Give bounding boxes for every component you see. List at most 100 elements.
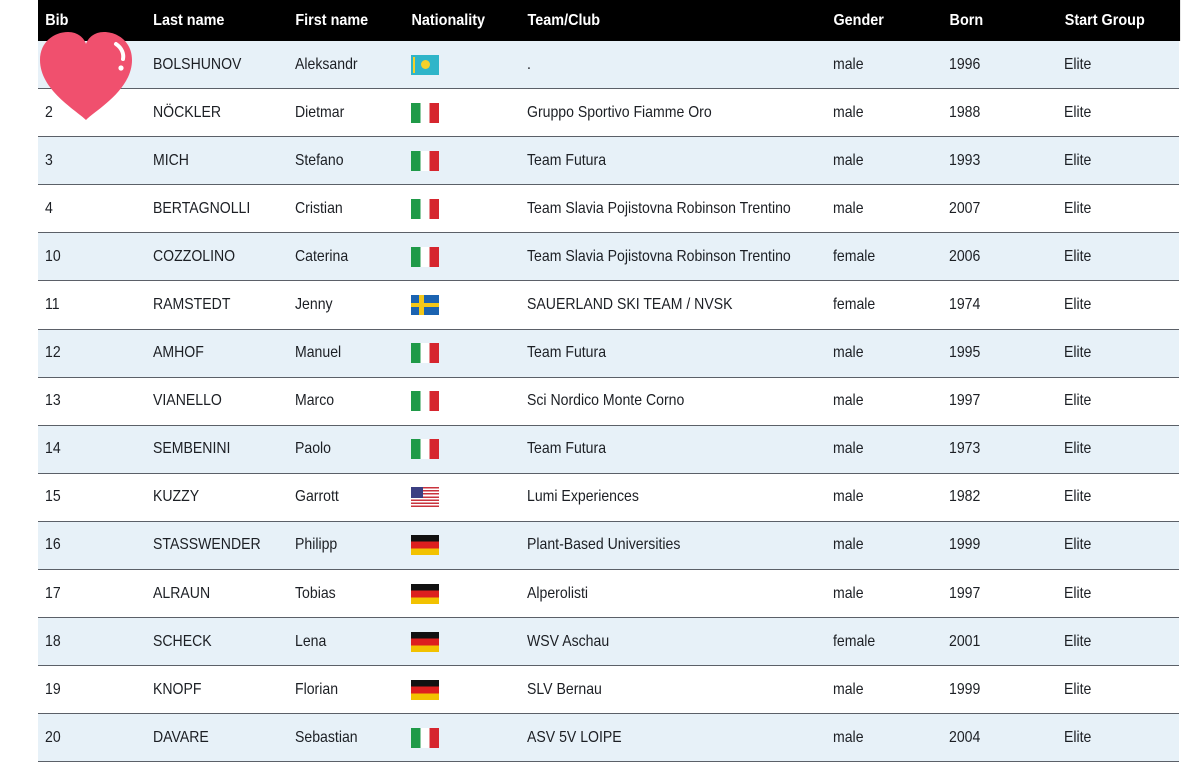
cell-born: 2004 — [949, 729, 1064, 747]
table-row[interactable]: 4 BERTAGNOLLI Cristian Team Slavia Pojistov… — [38, 185, 1179, 234]
table-row[interactable]: BOLSHUNOV Aleksandr. male 1996 Elite — [38, 41, 1179, 90]
table-row[interactable]: 20 DAVARE Sebastian ASV 5V LOIPE male 2004 Eli… — [38, 714, 1179, 762]
cell-start-group: Elite — [1064, 536, 1179, 554]
cell-nationality — [411, 631, 527, 652]
cell-nationality — [411, 583, 527, 604]
cell-gender-text: male — [833, 440, 864, 458]
table-row[interactable]: 15 KUZZY Garrott Lumi Experiences male 1982 El… — [38, 473, 1179, 522]
cell-nationality — [411, 535, 527, 556]
cell-born: 1982 — [949, 488, 1064, 506]
flag-de-icon — [411, 535, 439, 556]
cell-born-text: 1982 — [949, 488, 981, 506]
table-row[interactable]: 16 STASSWENDER Philipp Plant-Based Universi… — [38, 521, 1179, 571]
cell-start-group-text: Elite — [1064, 247, 1092, 265]
header-start-group[interactable]: Start Group — [1064, 11, 1145, 29]
cell-start-group: Elite — [1064, 585, 1179, 603]
cell-last-name-text: BOLSHUNOV — [153, 55, 242, 73]
cell-last-name-text: COZZOLINO — [153, 247, 236, 265]
table-row[interactable]: 18 SCHECK Lena WSV Aschau female 2001 Elite — [38, 618, 1179, 667]
cell-last-name: ALRAUN — [153, 585, 295, 603]
cell-bib-text: 17 — [45, 584, 61, 602]
cell-first-name-text: Florian — [295, 680, 339, 698]
header-nationality[interactable]: Nationality — [411, 11, 486, 29]
table-row[interactable]: 12 AMHOF Manuel Team Futura male 1995 Elite — [38, 329, 1179, 378]
cell-born-text: 1995 — [949, 344, 981, 362]
cell-first-name: Sebastian — [295, 729, 411, 747]
cell-team-club-text: Team Slavia Pojistovna Robinson Trentino — [527, 247, 791, 265]
cell-team-club-text: Alperolisti — [527, 584, 589, 602]
header-first-name[interactable]: First name — [295, 11, 369, 29]
cell-gender-text: male — [833, 488, 864, 506]
cell-born-text: 1997 — [949, 584, 981, 602]
table-row[interactable]: 3 MICH Stefano Team Futura male 1993 Elite — [38, 137, 1179, 186]
cell-nationality — [411, 295, 527, 316]
cell-born-text: 1993 — [949, 151, 981, 169]
cell-nationality — [411, 246, 527, 267]
table-row[interactable]: 14 SEMBENINI Paolo Team Futura male 1973 Elite — [38, 425, 1179, 474]
header-born[interactable]: Born — [949, 11, 984, 29]
cell-team-club: WSV Aschau — [527, 633, 833, 651]
cell-bib-text: 14 — [45, 440, 61, 458]
cell-born-text: 2007 — [949, 199, 981, 217]
cell-team-club-text: Lumi Experiences — [527, 488, 639, 506]
cell-first-name: Stefano — [295, 152, 411, 170]
cell-nationality — [411, 150, 527, 171]
cell-first-name: Aleksandr — [295, 56, 411, 74]
cell-last-name-text: KNOPF — [153, 680, 202, 698]
cell-born-text: 1999 — [949, 536, 981, 554]
cell-born: 1999 — [949, 536, 1064, 554]
cell-nationality — [411, 102, 527, 123]
cell-team-club: Lumi Experiences — [527, 488, 833, 506]
cell-nationality — [411, 487, 527, 508]
cell-team-club-text: Sci Nordico Monte Corno — [527, 392, 685, 410]
flag-it-icon — [411, 343, 439, 364]
cell-last-name: COZZOLINO — [153, 248, 295, 266]
cell-gender: male — [833, 729, 949, 747]
table-row[interactable]: 13 VIANELLO Marco Sci Nordico Monte Corno ma… — [38, 377, 1179, 426]
cell-born: 1988 — [949, 104, 1064, 122]
cell-team-club-text: SLV Bernau — [527, 680, 602, 698]
cell-last-name: SEMBENINI — [153, 440, 295, 458]
cell-last-name-text: KUZZY — [153, 488, 200, 506]
cell-first-name: Garrott — [295, 488, 411, 506]
cell-last-name: STASSWENDER — [153, 536, 295, 554]
header-bib[interactable]: Bib — [45, 11, 69, 29]
cell-gender-text: male — [833, 728, 864, 746]
header-last-name[interactable]: Last name — [153, 11, 225, 29]
cell-last-name-text: AMHOF — [153, 344, 204, 362]
table-row[interactable]: 2 NÖCKLER Dietmar Gruppo Sportivo Fiamme Or… — [38, 89, 1179, 138]
cell-nationality — [411, 343, 527, 364]
cell-start-group: Elite — [1064, 152, 1179, 170]
cell-gender: male — [833, 392, 949, 410]
cell-start-group: Elite — [1064, 440, 1179, 458]
table-row[interactable]: 10 COZZOLINO Caterina Team Slavia Pojistovn… — [38, 233, 1179, 282]
cell-first-name-text: Paolo — [295, 440, 332, 458]
flag-it-icon — [411, 439, 439, 460]
cell-team-club: Team Futura — [527, 440, 833, 458]
table-row[interactable]: 17 ALRAUN Tobias Alperolisti male 1997 Elite — [38, 570, 1179, 619]
table-row[interactable]: 11 RAMSTEDT Jenny SAUERLAND SKI TEAM / NVSK… — [38, 281, 1179, 330]
cell-team-club-text: Gruppo Sportivo Fiamme Oro — [527, 103, 712, 121]
header-team-club[interactable]: Team/Club — [527, 11, 601, 29]
cell-gender: male — [833, 536, 949, 554]
cell-start-group-text: Elite — [1064, 392, 1092, 410]
cell-bib: 17 — [38, 585, 153, 603]
cell-last-name: VIANELLO — [153, 392, 295, 410]
heart-icon[interactable] — [36, 28, 136, 124]
cell-born: 1999 — [949, 681, 1064, 699]
cell-gender-text: male — [833, 392, 864, 410]
cell-gender-text: female — [833, 632, 876, 650]
cell-team-club: ASV 5V LOIPE — [527, 729, 833, 747]
header-gender[interactable]: Gender — [833, 11, 884, 29]
cell-born-text: 2004 — [949, 728, 981, 746]
cell-bib: 20 — [38, 729, 153, 747]
cell-gender-text: male — [833, 199, 864, 217]
table-row[interactable]: 19 KNOPF Florian SLV Bernau male 1999 Elite — [38, 666, 1179, 715]
cell-born-text: 1999 — [949, 680, 981, 698]
cell-start-group: Elite — [1064, 344, 1179, 362]
table-body: BOLSHUNOV Aleksandr. male 1996 Elite 2 NÖCKLER… — [38, 41, 1179, 762]
cell-first-name-text: Cristian — [295, 199, 343, 217]
cell-first-name: Marco — [295, 392, 411, 410]
cell-bib: 15 — [38, 488, 153, 506]
cell-last-name: RAMSTEDT — [153, 296, 295, 314]
